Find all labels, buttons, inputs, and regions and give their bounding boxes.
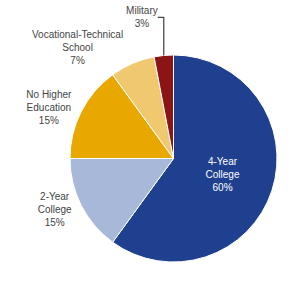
svg-text:2-YearCollege15%: 2-YearCollege15% <box>38 191 72 228</box>
svg-text:4-YearCollege60%: 4-YearCollege60% <box>206 156 240 193</box>
svg-text:Vocational-TechnicalSchool7%: Vocational-TechnicalSchool7% <box>32 29 123 66</box>
svg-text:Military3%: Military3% <box>126 5 158 29</box>
svg-text:No HigherEducation15%: No HigherEducation15% <box>26 89 72 126</box>
